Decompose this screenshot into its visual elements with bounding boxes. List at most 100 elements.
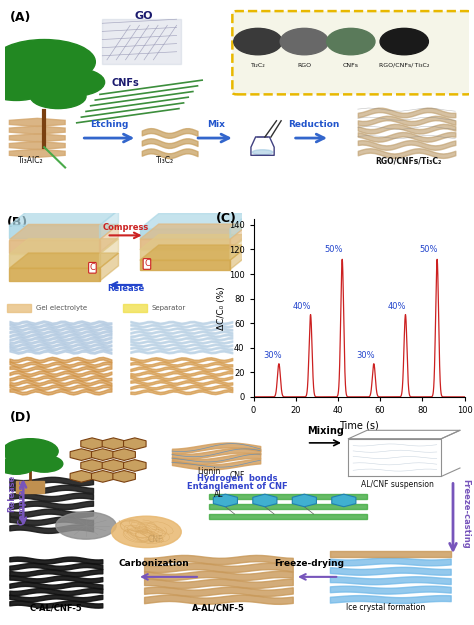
Text: AL/CNF suspension: AL/CNF suspension: [361, 480, 434, 489]
Polygon shape: [140, 224, 249, 239]
Text: 30%: 30%: [263, 351, 282, 360]
Polygon shape: [91, 449, 114, 461]
Polygon shape: [292, 494, 317, 507]
Text: Gel electrolyte: Gel electrolyte: [36, 305, 87, 311]
Bar: [7, 304, 31, 312]
Circle shape: [0, 72, 49, 101]
Text: 30%: 30%: [356, 351, 374, 360]
Text: Hydrogen  bonds: Hydrogen bonds: [197, 474, 277, 482]
Text: RGO/CNFs/Ti₃C₂: RGO/CNFs/Ti₃C₂: [376, 156, 442, 166]
Text: Reduction: Reduction: [288, 120, 339, 129]
Text: CNFs: CNFs: [112, 78, 139, 88]
Polygon shape: [253, 494, 277, 507]
Polygon shape: [213, 494, 237, 507]
Text: (B): (B): [7, 216, 28, 229]
Polygon shape: [9, 118, 65, 126]
Text: Freeze-drying: Freeze-drying: [274, 559, 344, 568]
Ellipse shape: [327, 28, 375, 55]
Text: RGO/CNFs/ Ti₃C₂: RGO/CNFs/ Ti₃C₂: [379, 63, 429, 68]
Text: AL: AL: [214, 490, 223, 499]
Circle shape: [111, 516, 181, 548]
Text: CNFs: CNFs: [343, 63, 359, 68]
Bar: [209, 504, 367, 509]
Ellipse shape: [380, 28, 428, 55]
Text: 50%: 50%: [325, 246, 343, 254]
Bar: [16, 481, 44, 493]
Polygon shape: [70, 449, 92, 461]
Text: C: C: [144, 259, 150, 269]
Polygon shape: [9, 224, 119, 239]
Bar: [9, 239, 100, 252]
Text: Lignin: Lignin: [198, 468, 221, 476]
Text: (A): (A): [9, 11, 31, 24]
Text: 50%: 50%: [419, 246, 438, 254]
Polygon shape: [230, 245, 249, 270]
Polygon shape: [230, 224, 249, 249]
Bar: [209, 514, 367, 519]
Bar: [140, 229, 230, 238]
Text: C: C: [90, 263, 95, 272]
Bar: [140, 239, 230, 249]
Polygon shape: [140, 234, 249, 250]
Text: Separator: Separator: [152, 305, 186, 311]
Bar: [128, 318, 235, 398]
Text: Freeze-casting: Freeze-casting: [461, 479, 470, 549]
Polygon shape: [81, 438, 103, 449]
Circle shape: [39, 68, 105, 96]
FancyBboxPatch shape: [232, 11, 472, 94]
Circle shape: [26, 456, 63, 472]
Polygon shape: [9, 149, 65, 158]
Text: Compress: Compress: [102, 222, 149, 232]
Polygon shape: [70, 471, 92, 482]
Bar: [209, 494, 367, 499]
Polygon shape: [9, 141, 65, 149]
Text: Ti₃AlC₂: Ti₃AlC₂: [18, 156, 43, 166]
Text: 40%: 40%: [388, 302, 406, 311]
Text: Ti₃C₂: Ti₃C₂: [156, 156, 174, 166]
Text: (C): (C): [216, 212, 237, 224]
Polygon shape: [113, 471, 136, 482]
Text: Ice crystal formation: Ice crystal formation: [346, 603, 425, 612]
Polygon shape: [9, 253, 119, 268]
Polygon shape: [9, 134, 65, 142]
Polygon shape: [230, 214, 249, 238]
Text: Release: Release: [107, 284, 144, 292]
Bar: [7, 318, 114, 398]
Polygon shape: [100, 253, 118, 281]
Text: A-AL/CNF-5: A-AL/CNF-5: [192, 603, 245, 612]
Circle shape: [56, 512, 116, 539]
Polygon shape: [9, 126, 65, 134]
Text: Etching: Etching: [90, 120, 128, 129]
Polygon shape: [91, 471, 114, 482]
Polygon shape: [113, 449, 136, 461]
Polygon shape: [332, 494, 356, 507]
Bar: [9, 226, 100, 238]
Polygon shape: [100, 224, 118, 253]
Polygon shape: [230, 234, 249, 259]
Ellipse shape: [280, 28, 328, 55]
Polygon shape: [102, 459, 125, 471]
Polygon shape: [140, 245, 249, 260]
Polygon shape: [81, 459, 103, 471]
Text: CNF: CNF: [229, 471, 245, 481]
Text: GO: GO: [135, 11, 154, 21]
Text: 40%: 40%: [293, 302, 311, 311]
Text: CNF: CNF: [148, 536, 164, 544]
Circle shape: [30, 84, 86, 109]
Text: RGO: RGO: [297, 63, 311, 68]
Bar: [140, 260, 230, 270]
Circle shape: [0, 458, 35, 474]
Polygon shape: [102, 438, 125, 449]
Text: Mix: Mix: [207, 120, 225, 129]
Polygon shape: [100, 210, 118, 238]
Circle shape: [2, 439, 58, 464]
Bar: [140, 250, 230, 259]
Polygon shape: [140, 214, 249, 229]
Polygon shape: [9, 239, 119, 254]
Ellipse shape: [234, 28, 282, 55]
Bar: [123, 304, 147, 312]
Polygon shape: [124, 459, 146, 471]
Text: Mixing: Mixing: [307, 426, 344, 436]
Text: Release: Release: [7, 474, 16, 512]
Polygon shape: [100, 239, 118, 267]
